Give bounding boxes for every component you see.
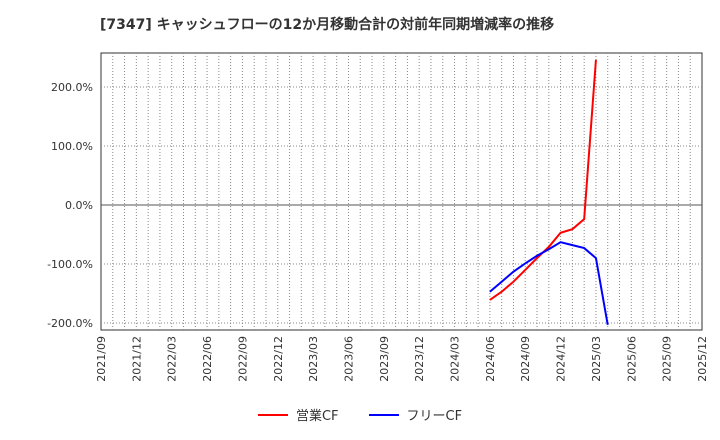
x-tick-label: 2024/03	[449, 336, 462, 382]
x-tick-label: 2024/09	[519, 336, 532, 382]
x-tick-label: 2022/03	[166, 336, 179, 382]
legend-swatch	[368, 413, 399, 416]
x-tick-label: 2024/06	[484, 336, 497, 382]
x-tick-label: 2025/06	[625, 336, 638, 382]
x-tick-label: 2025/03	[590, 336, 603, 382]
y-tick-label: -200.0%	[47, 317, 93, 330]
y-tick-label: 100.0%	[51, 140, 93, 153]
x-tick-label: 2025/09	[661, 336, 674, 382]
legend-item-free-cf: フリーCF	[368, 405, 463, 424]
legend-swatch	[257, 413, 288, 416]
legend-label: フリーCF	[406, 409, 463, 424]
legend-label: 営業CF	[295, 409, 339, 424]
y-tick-label: 0.0%	[65, 199, 93, 212]
x-tick-label: 2024/12	[555, 336, 568, 382]
x-tick-label: 2023/12	[413, 336, 426, 382]
legend: 営業CF フリーCF	[0, 405, 720, 424]
y-tick-label: -100.0%	[47, 258, 93, 271]
y-tick-label: 200.0%	[51, 81, 93, 94]
x-tick-label: 2022/09	[236, 336, 249, 382]
x-tick-label: 2023/03	[307, 336, 320, 382]
x-tick-label: 2021/09	[95, 336, 108, 382]
chart-title: [7347] キャッシュフローの12か月移動合計の対前年同期増減率の推移	[100, 17, 555, 33]
plot-frame	[100, 52, 703, 331]
x-tick-label: 2023/06	[342, 336, 355, 382]
x-tick-label: 2021/12	[130, 336, 143, 382]
x-tick-label: 2023/09	[378, 336, 391, 382]
legend-item-operating-cf: 営業CF	[257, 405, 339, 424]
x-tick-label: 2022/06	[201, 336, 214, 382]
x-tick-label: 2025/12	[696, 336, 709, 382]
x-tick-label: 2022/12	[272, 336, 285, 382]
